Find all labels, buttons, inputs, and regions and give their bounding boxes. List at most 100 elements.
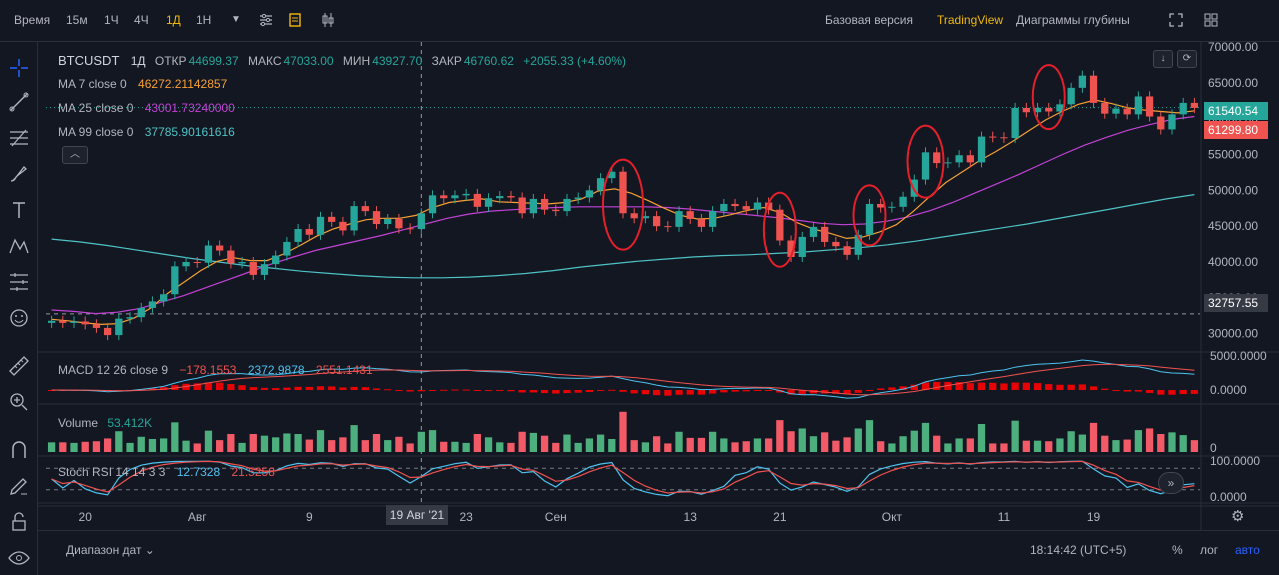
candle-body [372,211,381,225]
time-tick-label: 11 [998,510,1011,524]
depth-chart-link[interactable]: Диаграммы глубины [1016,13,1130,27]
date-range-button[interactable]: Диапазон дат ⌄ [66,543,155,557]
candle-body [921,152,930,180]
interval-1w[interactable]: 1Н [196,13,212,27]
volume-bar [92,441,101,452]
collapse-legend-button[interactable]: ︿ [62,146,88,164]
layout-grid-icon[interactable] [1201,10,1221,30]
macd-histogram-bar [384,389,392,391]
tradingview-link[interactable]: TradingView [937,13,1004,27]
volume-bar [1145,428,1154,452]
volume-bar [1067,431,1075,452]
macd-histogram-bar [529,390,538,393]
volume-bar [720,438,728,452]
ruler-icon[interactable] [7,354,31,378]
candle-body [518,197,526,214]
macd-histogram-bar [619,390,627,392]
ma7-legend[interactable]: MA 7 close 0 46272.21142857 [58,77,229,91]
macd-legend[interactable]: MACD 12 26 close 9 −178.1553 2372.9878 2… [58,363,375,377]
ma99-legend[interactable]: MA 99 close 0 37785.90161616 [58,125,237,139]
magnet-icon[interactable] [7,438,31,462]
volume-bar [1056,438,1064,452]
volume-bar [507,442,515,452]
gear-icon: ⚙ [1231,507,1244,525]
candle-body [70,321,78,323]
volume-bar [249,434,257,452]
candle-body [428,195,437,214]
volume-bar [809,436,818,452]
macd-histogram-bar [1112,390,1120,391]
candle-body [585,190,594,198]
macd-histogram-bar [765,390,773,391]
pattern-icon[interactable] [7,234,31,258]
macd-histogram-bar [260,387,269,390]
volume-legend[interactable]: Volume 53.412K [58,416,154,430]
trend-line-icon[interactable] [7,90,31,114]
candle-body [854,234,862,255]
basic-version-link[interactable]: Базовая версия [825,13,913,27]
interval-1d[interactable]: 1Д [166,13,181,27]
text-tool-icon[interactable] [7,198,31,222]
time-tick-label: Окт [882,510,903,524]
volume-bar [776,420,784,452]
candle-body [462,193,470,196]
fib-retracement-icon[interactable] [7,126,31,150]
chevron-down-icon[interactable]: ▼ [231,14,241,25]
macd-histogram-bar [1000,383,1008,390]
volume-bar [260,435,269,452]
brush-icon[interactable] [7,162,31,186]
volume-bar [608,439,616,452]
interval-15m[interactable]: 15м [66,13,88,27]
volume-bar [384,440,392,452]
fullscreen-icon[interactable] [1166,10,1186,30]
macd-histogram-bar [1078,384,1087,390]
candle-body [249,262,257,275]
candle-body [126,317,134,319]
candle-body [843,246,851,255]
scroll-right-button[interactable]: » [1158,472,1184,494]
macd-histogram-bar [361,387,369,390]
time-tick-label: 21 [773,510,787,524]
candle-body [384,219,392,225]
document-icon[interactable] [285,10,305,30]
volume-bar [1123,439,1131,452]
stoch-legend[interactable]: Stoch RSI 14 14 3 3 12.7328 21.5258 [58,465,277,479]
macd-histogram-bar [652,390,661,396]
prediction-icon[interactable] [7,270,31,294]
zoom-in-icon[interactable] [7,390,31,414]
macd-line [51,359,1195,399]
crosshair-icon[interactable] [7,56,31,80]
time-label[interactable]: Время [14,13,51,27]
volume-label: Volume [58,416,99,430]
eye-icon[interactable] [7,546,31,570]
macd-histogram-bar [339,387,347,390]
clock: 18:14:42 (UTC+5) [1030,543,1127,557]
stoch-tick-label: 0.0000 [1210,490,1247,504]
auto-toggle[interactable]: авто [1235,543,1260,557]
stoch-d-line [51,460,1195,494]
candle-body [451,195,459,199]
macd-histogram-bar [159,387,168,390]
candle-body [686,211,694,219]
macd-histogram-bar [1179,390,1187,395]
settings-sliders-icon[interactable] [256,10,276,30]
interval-4h[interactable]: 4Ч [134,13,149,27]
ma25-legend[interactable]: MA 25 close 0 43001.73240000 [58,101,237,115]
macd-histogram-bar [316,386,325,390]
macd-histogram-bar [372,388,381,390]
log-toggle[interactable]: лог [1200,543,1219,557]
download-button[interactable]: ↓ [1153,50,1173,68]
lock-icon[interactable] [7,510,31,534]
symbol[interactable]: BTCUSDT [58,53,120,68]
percent-toggle[interactable]: % [1172,543,1183,557]
price-tick-label: 50000.00 [1208,183,1258,197]
volume-bar [697,437,706,452]
interval-1h[interactable]: 1Ч [104,13,119,27]
emoji-icon[interactable] [7,306,31,330]
candle-body [406,228,414,230]
refresh-button[interactable]: ⟳ [1177,50,1197,68]
indicators-icon[interactable] [318,10,338,30]
lock-drawing-icon[interactable] [7,474,31,498]
volume-bar [944,443,952,452]
